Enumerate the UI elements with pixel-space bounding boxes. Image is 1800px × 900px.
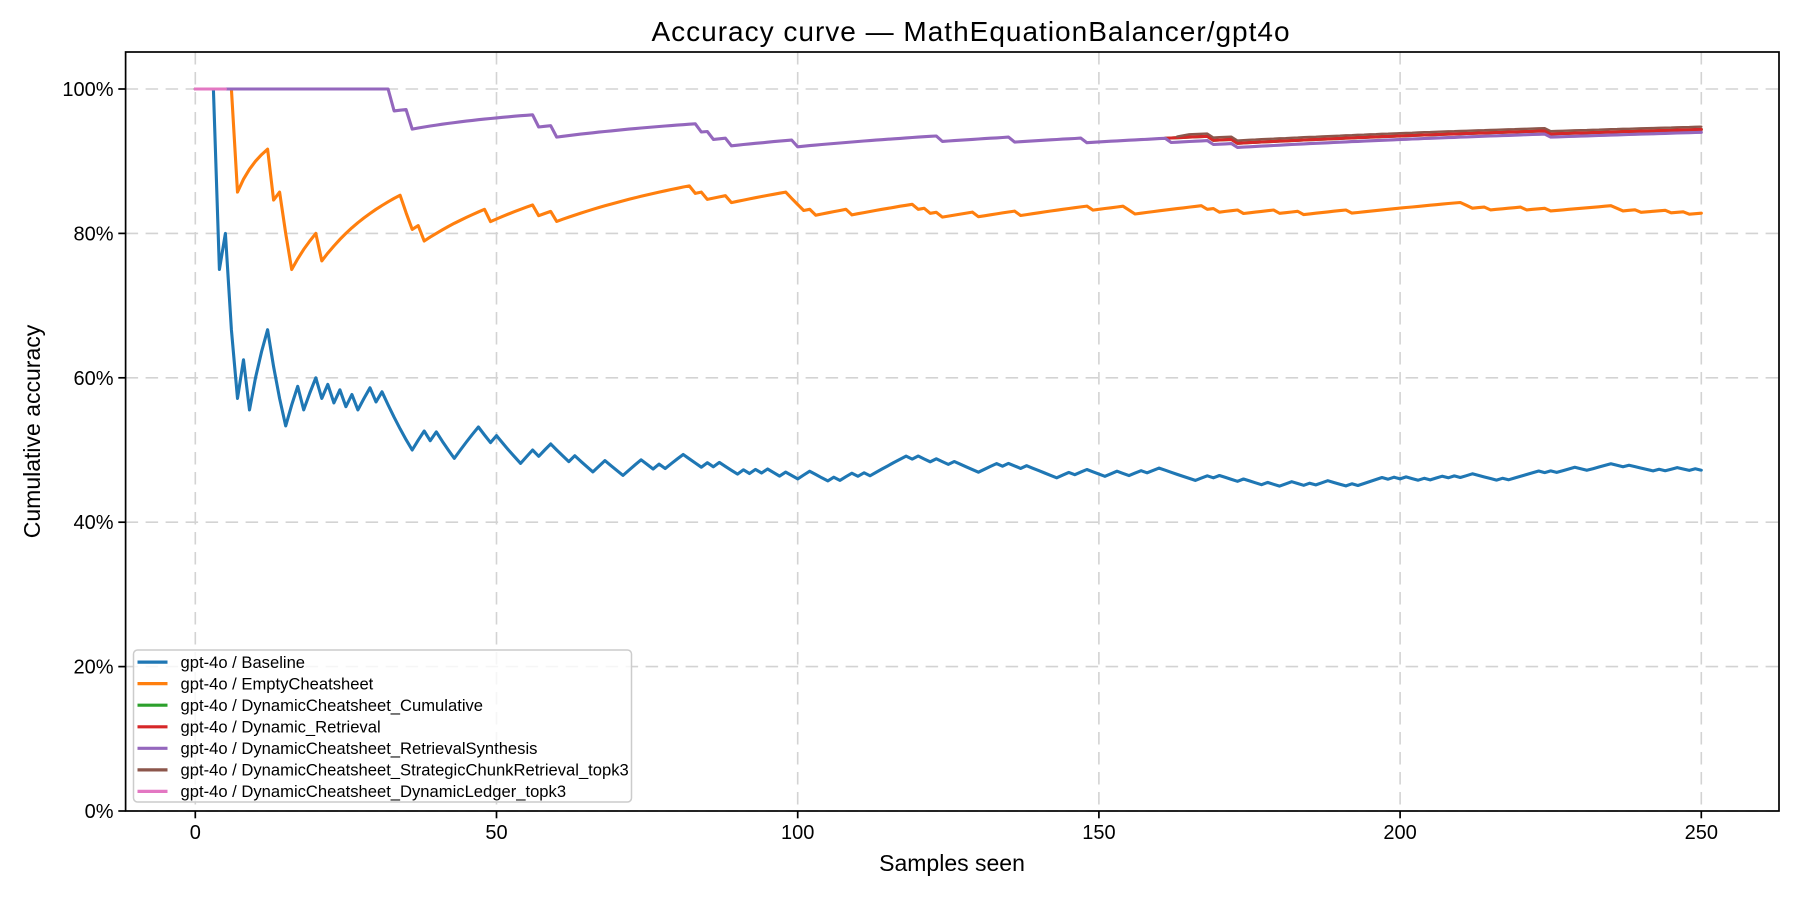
svg-text:60%: 60% — [73, 368, 113, 390]
svg-text:150: 150 — [1082, 822, 1115, 844]
svg-text:50: 50 — [485, 822, 507, 844]
svg-text:gpt-4o / Dynamic_Retrieval: gpt-4o / Dynamic_Retrieval — [181, 718, 381, 737]
svg-text:gpt-4o / Baseline: gpt-4o / Baseline — [181, 653, 306, 672]
svg-text:200: 200 — [1383, 822, 1416, 844]
svg-text:0%: 0% — [85, 801, 114, 823]
svg-text:gpt-4o / DynamicCheatsheet_Ret: gpt-4o / DynamicCheatsheet_RetrievalSynt… — [181, 739, 538, 758]
svg-text:40%: 40% — [73, 512, 113, 534]
svg-text:gpt-4o / DynamicCheatsheet_Cum: gpt-4o / DynamicCheatsheet_Cumulative — [181, 696, 484, 715]
svg-text:80%: 80% — [73, 223, 113, 245]
svg-text:Accuracy curve — MathEquationB: Accuracy curve — MathEquationBalancer/gp… — [651, 16, 1290, 47]
svg-text:100%: 100% — [62, 79, 113, 101]
svg-text:Samples seen: Samples seen — [879, 850, 1025, 876]
svg-text:20%: 20% — [73, 657, 113, 679]
svg-text:gpt-4o / EmptyCheatsheet: gpt-4o / EmptyCheatsheet — [181, 674, 374, 693]
svg-text:250: 250 — [1685, 822, 1718, 844]
svg-text:100: 100 — [781, 822, 814, 844]
svg-text:gpt-4o / DynamicCheatsheet_Dyn: gpt-4o / DynamicCheatsheet_DynamicLedger… — [181, 782, 567, 801]
svg-text:Cumulative accuracy: Cumulative accuracy — [19, 324, 45, 538]
svg-text:0: 0 — [190, 822, 201, 844]
svg-text:gpt-4o / DynamicCheatsheet_Str: gpt-4o / DynamicCheatsheet_StrategicChun… — [181, 761, 629, 780]
